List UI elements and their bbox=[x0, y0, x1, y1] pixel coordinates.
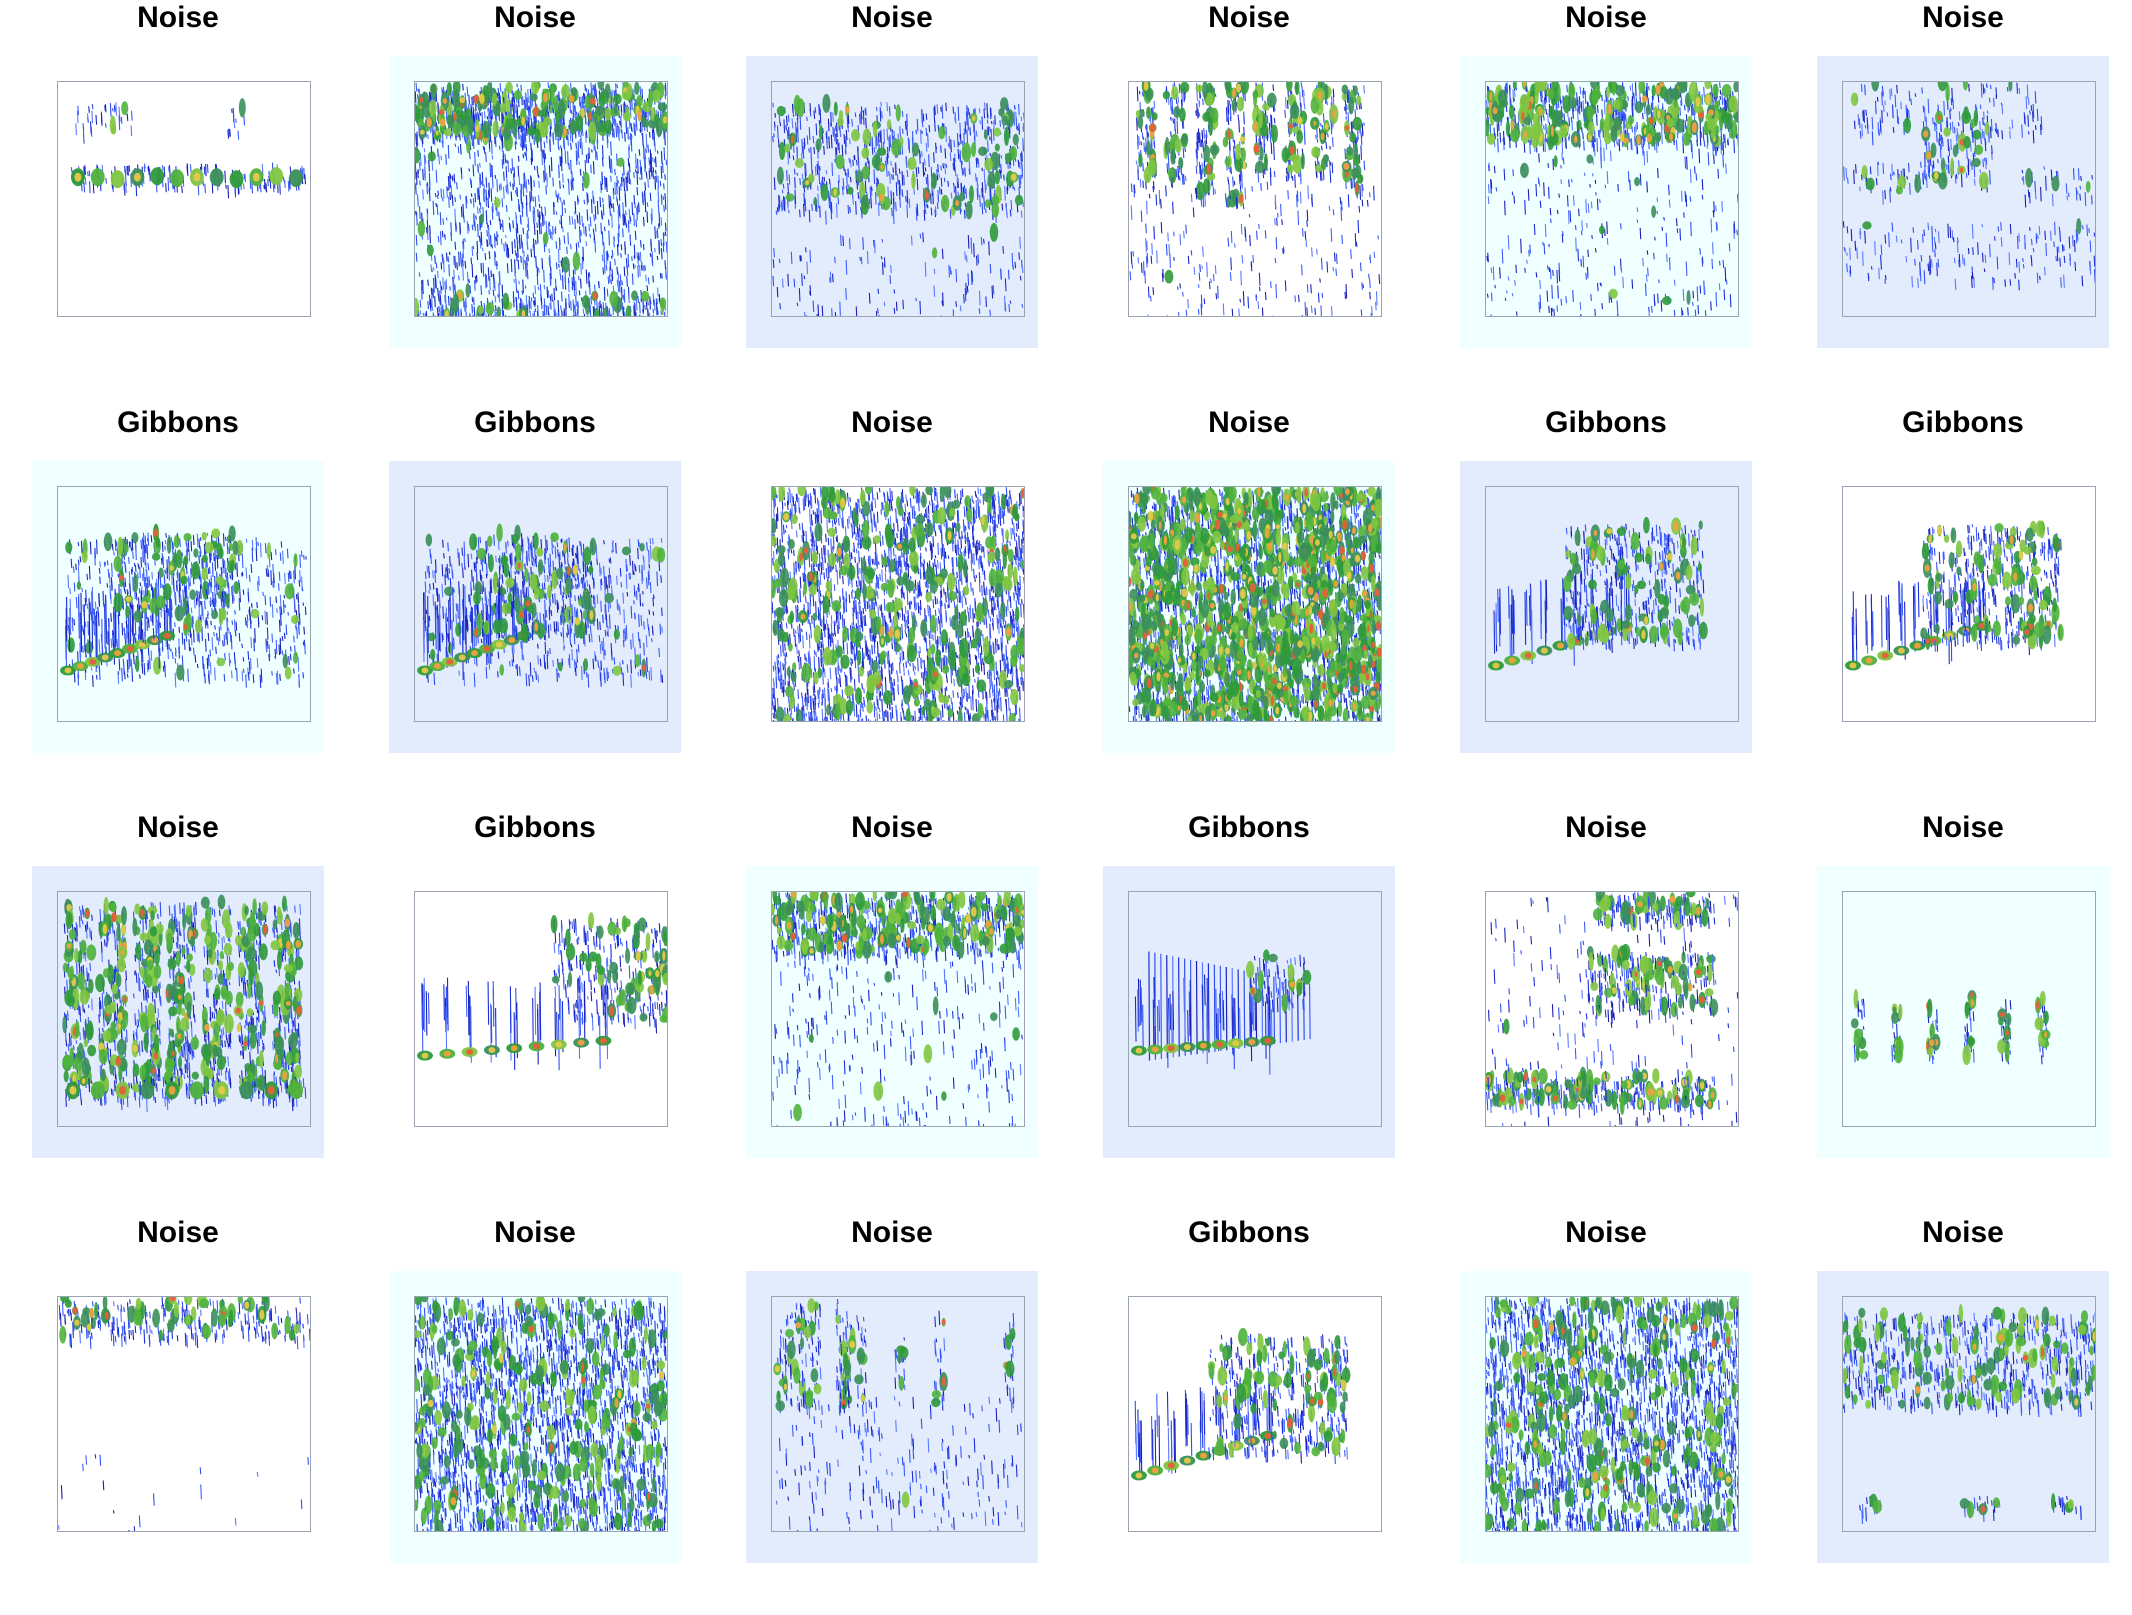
panel-title: Gibbons bbox=[357, 810, 713, 850]
spectrogram-panel: Noise bbox=[357, 1215, 713, 1615]
spectrogram-plot bbox=[415, 82, 667, 316]
spectrogram-panel: Noise bbox=[1428, 810, 1784, 1210]
spectrogram-plot bbox=[1486, 892, 1738, 1126]
spectrogram-plot bbox=[772, 82, 1024, 316]
panel-title: Gibbons bbox=[1071, 1215, 1427, 1255]
panel-title: Noise bbox=[1428, 810, 1784, 850]
panel-title: Noise bbox=[0, 1215, 356, 1255]
spectrogram-panel: Noise bbox=[0, 1215, 356, 1615]
spectrogram-image bbox=[771, 81, 1025, 317]
spectrogram-image bbox=[1128, 891, 1382, 1127]
spectrogram-panel: Noise bbox=[1785, 810, 2132, 1210]
panel-title: Noise bbox=[714, 810, 1070, 850]
spectrogram-plot bbox=[1486, 1297, 1738, 1531]
spectrogram-plot bbox=[415, 892, 667, 1126]
spectrogram-plot bbox=[58, 1297, 310, 1531]
spectrogram-plot bbox=[772, 1297, 1024, 1531]
spectrogram-image bbox=[414, 486, 668, 722]
spectrogram-plot bbox=[1129, 892, 1381, 1126]
panel-title: Noise bbox=[1428, 1215, 1784, 1255]
spectrogram-panel: Noise bbox=[0, 810, 356, 1210]
spectrogram-panel: Noise bbox=[0, 0, 356, 400]
spectrogram-image bbox=[414, 1296, 668, 1532]
panel-title: Noise bbox=[714, 1215, 1070, 1255]
panel-title: Noise bbox=[0, 0, 356, 40]
panel-title: Gibbons bbox=[357, 405, 713, 445]
spectrogram-panel: Noise bbox=[1071, 405, 1427, 805]
spectrogram-image bbox=[1842, 891, 2096, 1127]
spectrogram-plot bbox=[1843, 82, 2095, 316]
panel-title: Noise bbox=[1785, 1215, 2132, 1255]
spectrogram-plot bbox=[772, 487, 1024, 721]
panel-title: Noise bbox=[357, 0, 713, 40]
spectrogram-image bbox=[414, 891, 668, 1127]
spectrogram-image bbox=[57, 81, 311, 317]
spectrogram-plot bbox=[772, 892, 1024, 1126]
spectrogram-plot bbox=[1843, 487, 2095, 721]
spectrogram-image bbox=[1485, 81, 1739, 317]
spectrogram-image bbox=[1128, 486, 1382, 722]
spectrogram-image bbox=[1485, 891, 1739, 1127]
panel-title: Noise bbox=[714, 405, 1070, 445]
panel-title: Noise bbox=[1785, 0, 2132, 40]
spectrogram-panel: Gibbons bbox=[357, 405, 713, 805]
spectrogram-plot bbox=[415, 1297, 667, 1531]
panel-title: Gibbons bbox=[1071, 810, 1427, 850]
panel-title: Gibbons bbox=[1785, 405, 2132, 445]
spectrogram-panel: Noise bbox=[1785, 1215, 2132, 1615]
panel-title: Gibbons bbox=[0, 405, 356, 445]
panel-title: Noise bbox=[1428, 0, 1784, 40]
spectrogram-image bbox=[1485, 486, 1739, 722]
spectrogram-panel: Noise bbox=[1071, 0, 1427, 400]
spectrogram-image bbox=[1842, 81, 2096, 317]
spectrogram-image bbox=[771, 486, 1025, 722]
spectrogram-plot bbox=[58, 82, 310, 316]
spectrogram-image bbox=[1128, 81, 1382, 317]
spectrogram-plot bbox=[1843, 1297, 2095, 1531]
spectrogram-panel: Noise bbox=[1428, 0, 1784, 400]
spectrogram-plot bbox=[415, 487, 667, 721]
panel-title: Noise bbox=[357, 1215, 713, 1255]
spectrogram-image bbox=[1485, 1296, 1739, 1532]
spectrogram-image bbox=[1842, 1296, 2096, 1532]
panel-title: Noise bbox=[714, 0, 1070, 40]
spectrogram-plot bbox=[1129, 1297, 1381, 1531]
spectrogram-panel: Gibbons bbox=[1785, 405, 2132, 805]
spectrogram-panel: Gibbons bbox=[1071, 810, 1427, 1210]
spectrogram-panel: Noise bbox=[714, 0, 1070, 400]
spectrogram-panel: Noise bbox=[714, 810, 1070, 1210]
panel-title: Noise bbox=[1071, 405, 1427, 445]
spectrogram-image bbox=[1842, 486, 2096, 722]
spectrogram-image bbox=[57, 486, 311, 722]
spectrogram-panel: Gibbons bbox=[357, 810, 713, 1210]
spectrogram-panel: Gibbons bbox=[0, 405, 356, 805]
spectrogram-image bbox=[57, 1296, 311, 1532]
spectrogram-image bbox=[57, 891, 311, 1127]
spectrogram-plot bbox=[1129, 82, 1381, 316]
spectrogram-plot bbox=[58, 892, 310, 1126]
panel-title: Noise bbox=[1071, 0, 1427, 40]
spectrogram-plot bbox=[58, 487, 310, 721]
spectrogram-image bbox=[771, 1296, 1025, 1532]
spectrogram-panel: Noise bbox=[714, 405, 1070, 805]
spectrogram-plot bbox=[1129, 487, 1381, 721]
spectrogram-image bbox=[1128, 1296, 1382, 1532]
spectrogram-plot bbox=[1486, 82, 1738, 316]
spectrogram-image bbox=[771, 891, 1025, 1127]
spectrogram-image bbox=[414, 81, 668, 317]
spectrogram-panel: Noise bbox=[714, 1215, 1070, 1615]
panel-title: Noise bbox=[1785, 810, 2132, 850]
spectrogram-plot bbox=[1486, 487, 1738, 721]
spectrogram-panel: Noise bbox=[357, 0, 713, 400]
spectrogram-panel: Noise bbox=[1785, 0, 2132, 400]
panel-title: Gibbons bbox=[1428, 405, 1784, 445]
spectrogram-panel: Noise bbox=[1428, 1215, 1784, 1615]
spectrogram-plot bbox=[1843, 892, 2095, 1126]
spectrogram-panel: Gibbons bbox=[1071, 1215, 1427, 1615]
spectrogram-panel: Gibbons bbox=[1428, 405, 1784, 805]
panel-title: Noise bbox=[0, 810, 356, 850]
